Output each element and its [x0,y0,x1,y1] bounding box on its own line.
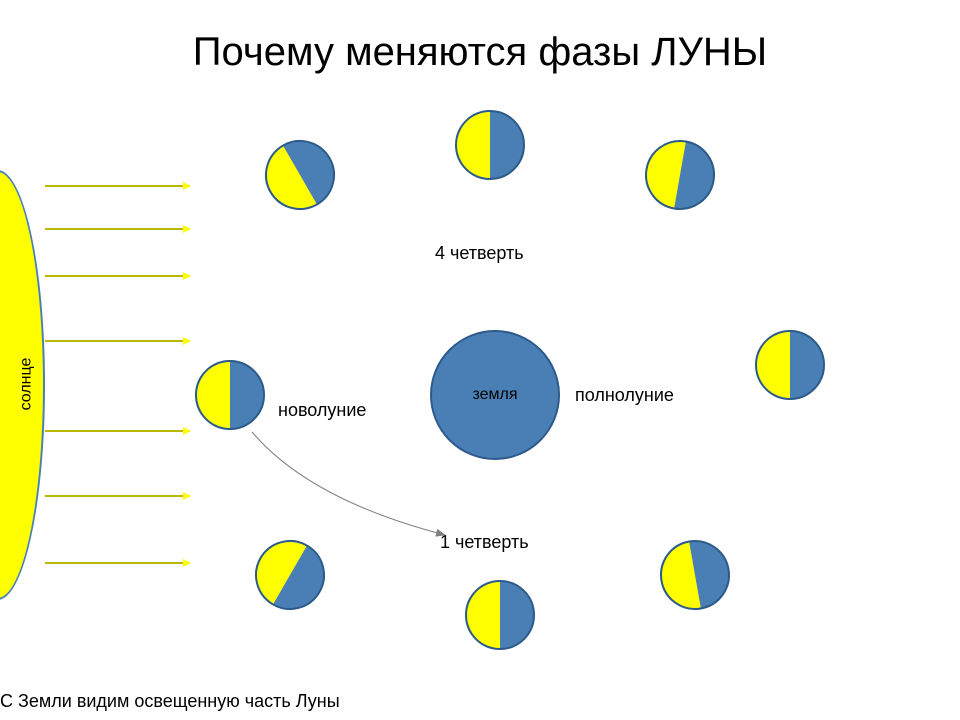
sun-label: солнце [17,358,35,411]
earth-shape: земля [430,330,560,460]
sun-ray [45,495,190,497]
moon-lit-side [255,146,317,220]
moon-phase-6 [242,527,338,623]
sun-ray [45,562,190,564]
moon-phase-3 [755,330,825,400]
title-text: Почему меняются фазы ЛУНЫ [193,30,767,74]
sun-ray [45,340,190,342]
moon-lit-side [457,112,490,178]
earth-label: земля [472,386,517,404]
label-full: полнолуние [575,385,674,406]
sun-ray [45,228,190,230]
moon-phase-1 [455,110,525,180]
moon-phase-5 [465,580,535,650]
label-q1: 1 четверть [440,532,529,553]
footer-text: С Земли видим освещенную часть Луны [0,691,340,712]
moon-lit-side [245,530,307,604]
moon-lit-side [642,137,686,208]
label-q4: 4 четверть [435,243,524,264]
sun-ray [45,275,190,277]
moon-lit-side [657,543,701,614]
moon-phase-7 [195,360,265,430]
page-title: Почему меняются фазы ЛУНЫ [193,30,767,75]
sun-ray [45,430,190,432]
moon-phase-0 [252,127,348,223]
label-new: новолуние [278,400,366,421]
sun-ray [45,185,190,187]
moon-phase-2 [639,134,720,215]
moon-lit-side [757,332,790,398]
moon-lit-side [467,582,500,648]
moon-phase-4 [654,534,735,615]
moon-lit-side [197,362,230,428]
